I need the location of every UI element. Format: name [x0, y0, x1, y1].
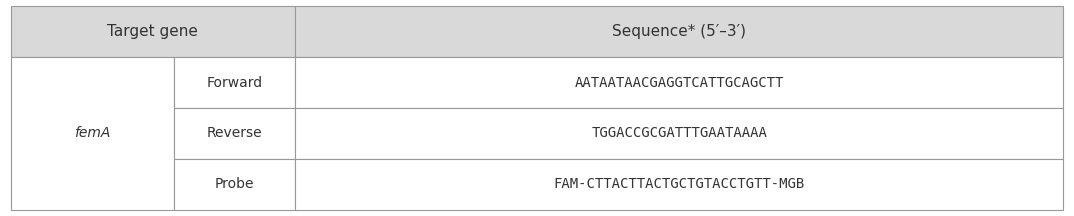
Text: Target gene: Target gene: [107, 24, 199, 39]
FancyBboxPatch shape: [174, 159, 295, 210]
Text: Reverse: Reverse: [206, 126, 262, 140]
FancyBboxPatch shape: [295, 57, 1063, 108]
FancyBboxPatch shape: [295, 6, 1063, 57]
FancyBboxPatch shape: [11, 6, 295, 57]
Text: Probe: Probe: [215, 177, 255, 191]
FancyBboxPatch shape: [295, 108, 1063, 159]
Text: FAM-CTTACTTACTGCTGTACCTGTT-MGB: FAM-CTTACTTACTGCTGTACCTGTT-MGB: [553, 177, 804, 191]
Text: AATAATAACGAGGTCATTGCAGCTT: AATAATAACGAGGTCATTGCAGCTT: [575, 76, 784, 90]
FancyBboxPatch shape: [174, 108, 295, 159]
FancyBboxPatch shape: [295, 159, 1063, 210]
FancyBboxPatch shape: [174, 57, 295, 108]
FancyBboxPatch shape: [11, 57, 174, 210]
Text: Sequence* (5′–3′): Sequence* (5′–3′): [612, 24, 746, 39]
Text: femA: femA: [74, 126, 111, 140]
Text: Forward: Forward: [206, 76, 262, 90]
Text: TGGACCGCGATTTGAATAAAA: TGGACCGCGATTTGAATAAAA: [591, 126, 767, 140]
